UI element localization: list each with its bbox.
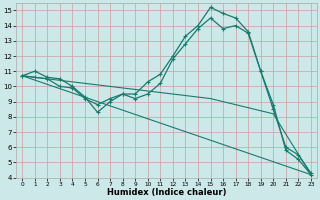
X-axis label: Humidex (Indice chaleur): Humidex (Indice chaleur) — [107, 188, 226, 197]
